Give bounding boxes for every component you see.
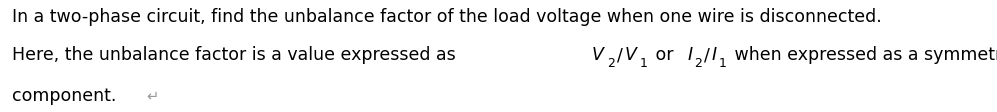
Text: V: V <box>591 46 603 65</box>
Text: ↵: ↵ <box>147 89 159 104</box>
Text: 1: 1 <box>719 57 727 70</box>
Text: when expressed as a symmetric: when expressed as a symmetric <box>729 46 997 65</box>
Text: I: I <box>712 46 717 65</box>
Text: /: / <box>617 46 623 65</box>
Text: Here, the unbalance factor is a value expressed as: Here, the unbalance factor is a value ex… <box>12 46 462 65</box>
Text: 2: 2 <box>607 57 615 70</box>
Text: component.: component. <box>12 87 117 105</box>
Text: V: V <box>625 46 636 65</box>
Text: /: / <box>705 46 710 65</box>
Text: 2: 2 <box>694 57 702 70</box>
Text: I: I <box>688 46 693 65</box>
Text: In a two-phase circuit, find the unbalance factor of the load voltage when one w: In a two-phase circuit, find the unbalan… <box>12 8 881 26</box>
Text: or: or <box>650 46 679 65</box>
Text: 1: 1 <box>640 57 648 70</box>
